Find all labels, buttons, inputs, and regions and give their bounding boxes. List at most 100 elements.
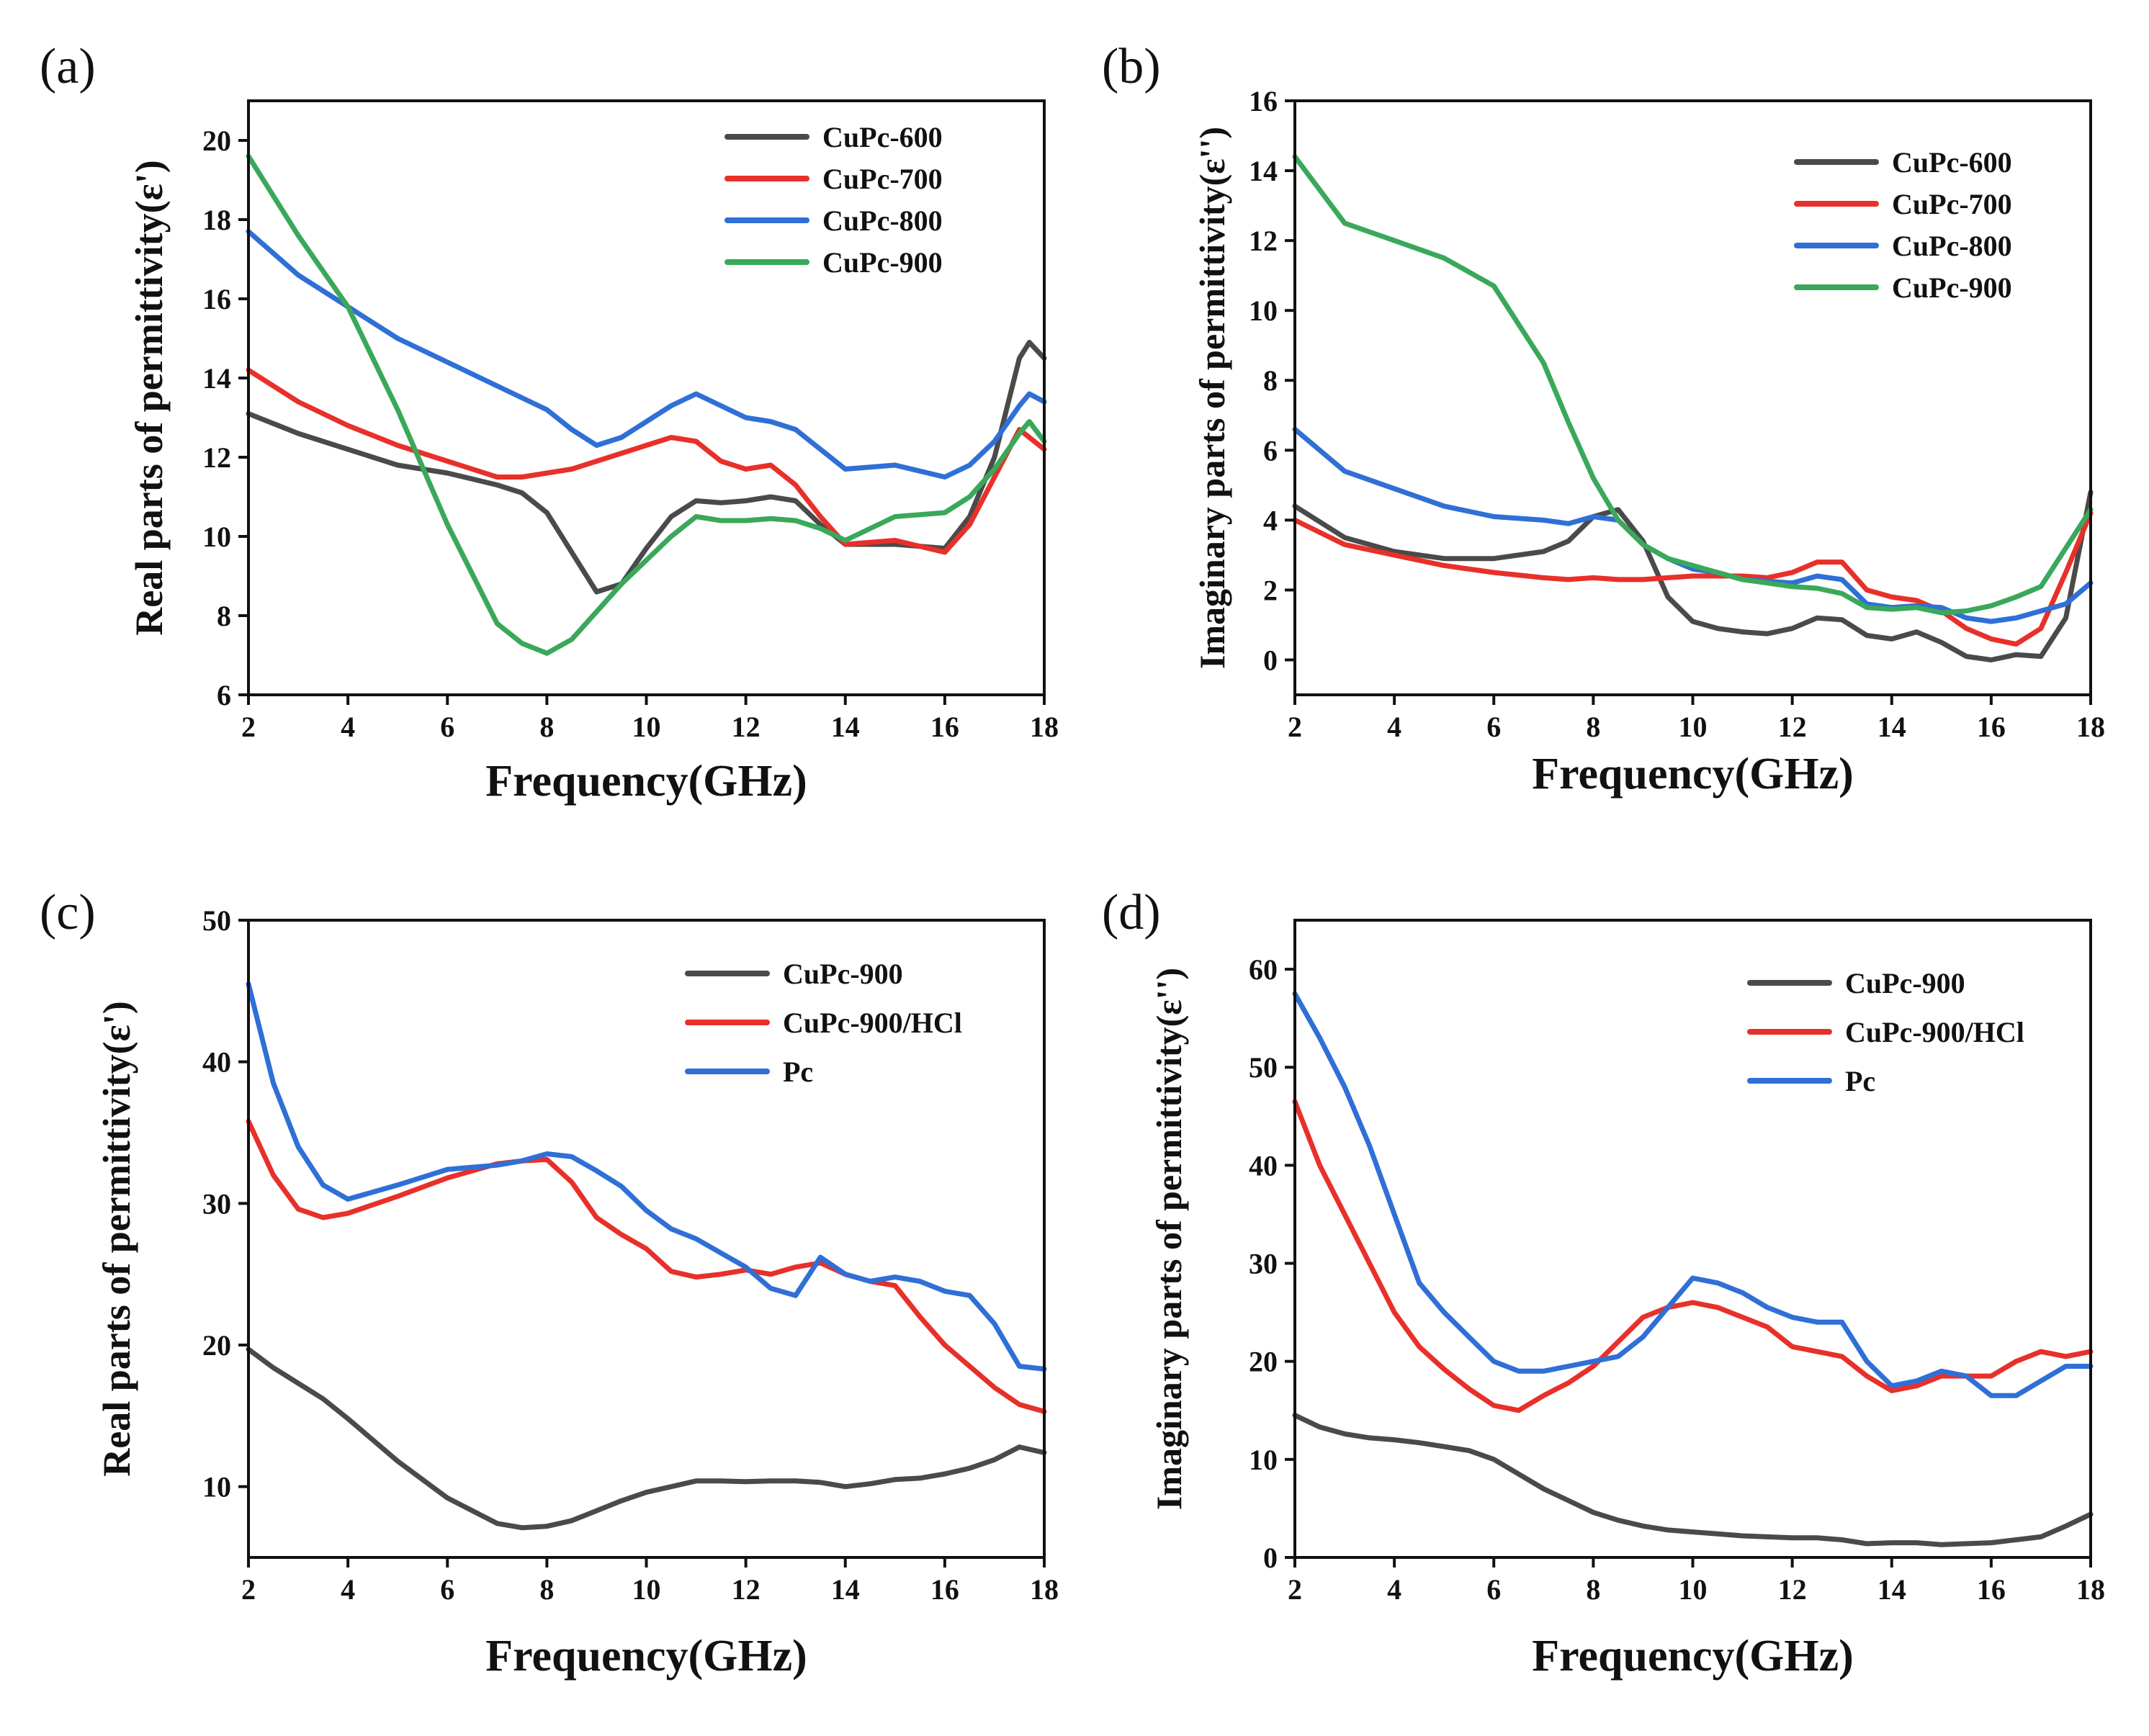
x-tick-label: 16 <box>1977 1573 2006 1606</box>
y-tick-label: 6 <box>1263 434 1278 467</box>
y-tick-label: 10 <box>202 1471 231 1503</box>
x-tick-label: 8 <box>1586 1573 1600 1606</box>
x-axis-title: Frequency(GHz) <box>1532 1632 1854 1681</box>
series-line-cupc-900 <box>1292 154 2094 616</box>
ticks-layer: 2 4 6 8 10 12 14 16 18 10 20 30 40 50 <box>202 904 1059 1606</box>
x-tick-label: 16 <box>1977 711 2006 743</box>
y-tick-label: 10 <box>202 521 231 553</box>
series-line-cupc-900-hcl <box>1292 1099 2094 1413</box>
y-tick-label: 50 <box>1249 1051 1278 1084</box>
series-line-pc <box>246 981 1047 1372</box>
legend-label-cupc-900: CuPc-900 <box>822 246 943 279</box>
legend-label-cupc-800: CuPc-800 <box>1892 230 2012 262</box>
x-tick-label: 14 <box>1877 711 1906 743</box>
y-tick-label: 8 <box>1263 364 1278 397</box>
series-line-cupc-900 <box>246 153 1047 656</box>
y-tick-label: 16 <box>1249 85 1278 117</box>
y-tick-label: 14 <box>1249 155 1278 187</box>
y-tick-label: 10 <box>1249 294 1278 327</box>
x-tick-label: 2 <box>241 1573 256 1606</box>
y-tick-label: 14 <box>202 362 231 395</box>
series-line-cupc-900 <box>246 1346 1047 1531</box>
panel-letter: (c) <box>40 885 96 940</box>
legend: CuPc-900 CuPc-900/HCl Pc <box>685 958 962 1088</box>
x-tick-label: 14 <box>1877 1573 1906 1606</box>
ticks-layer: 2 4 6 8 10 12 14 16 18 0 2 4 6 8 10 12 14 16 <box>1249 85 2105 743</box>
x-tick-label: 10 <box>1679 711 1708 743</box>
x-tick-label: 8 <box>539 711 554 743</box>
series-line-cupc-700 <box>246 367 1047 555</box>
legend: CuPc-600 CuPc-700 CuPc-800 CuPc-900 <box>1794 146 2012 304</box>
x-tick-label: 12 <box>1778 711 1807 743</box>
x-axis-title: Frequency(GHz) <box>1532 750 1854 799</box>
x-tick-label: 18 <box>1030 711 1059 743</box>
y-axis-title: Imaginary parts of permittivity(ε'') <box>1149 968 1189 1510</box>
x-tick-label: 16 <box>930 1573 959 1606</box>
x-tick-label: 4 <box>341 711 355 743</box>
x-tick-label: 6 <box>440 1573 454 1606</box>
y-tick-label: 4 <box>1263 504 1278 536</box>
x-axis-title: Frequency(GHz) <box>485 1632 807 1681</box>
x-tick-label: 6 <box>440 711 454 743</box>
y-tick-label: 6 <box>217 679 231 711</box>
x-tick-label: 6 <box>1486 1573 1501 1606</box>
y-tick-label: 10 <box>1249 1444 1278 1476</box>
panel-b: (b) 2 4 6 8 10 12 14 16 18 0 2 4 6 8 10 12 14 16 Frequenc… <box>1102 39 2105 799</box>
legend-label-cupc-800: CuPc-800 <box>822 204 943 237</box>
y-tick-label: 20 <box>1249 1346 1278 1378</box>
x-tick-label: 12 <box>1778 1573 1807 1606</box>
x-tick-label: 4 <box>1387 711 1401 743</box>
x-tick-label: 18 <box>2076 1573 2105 1606</box>
y-tick-label: 16 <box>202 283 231 315</box>
panel-d: (d) 2 4 6 8 10 12 14 16 18 0 10 20 30 40 50 60 Frequenc… <box>1102 885 2105 1681</box>
y-tick-label: 0 <box>1263 1542 1278 1574</box>
y-tick-label: 50 <box>202 904 231 937</box>
x-tick-label: 8 <box>1586 711 1600 743</box>
x-tick-label: 4 <box>341 1573 355 1606</box>
y-axis-title: Imaginary parts of permittivity(ε'') <box>1192 127 1232 669</box>
y-tick-label: 40 <box>202 1046 231 1079</box>
legend-label-cupc-900: CuPc-900 <box>783 958 903 990</box>
legend: CuPc-600 CuPc-700 CuPc-800 CuPc-900 <box>724 121 943 279</box>
legend-label-cupc-600: CuPc-600 <box>1892 146 2012 179</box>
x-tick-label: 18 <box>2076 711 2105 743</box>
legend-label-cupc-700: CuPc-700 <box>1892 188 2012 220</box>
series-layer <box>246 153 1047 656</box>
legend: CuPc-900 CuPc-900/HCl Pc <box>1747 967 2024 1097</box>
series-line-pc <box>1292 991 2094 1398</box>
y-tick-label: 0 <box>1263 644 1278 676</box>
x-tick-label: 10 <box>632 1573 661 1606</box>
x-tick-label: 2 <box>241 711 256 743</box>
x-tick-label: 12 <box>732 711 761 743</box>
x-axis-title: Frequency(GHz) <box>485 757 807 806</box>
panel-letter: (d) <box>1102 885 1161 940</box>
y-tick-label: 8 <box>217 600 231 632</box>
y-tick-label: 20 <box>202 1329 231 1362</box>
y-tick-label: 18 <box>202 204 231 236</box>
x-tick-label: 14 <box>831 711 860 743</box>
y-tick-label: 20 <box>202 125 231 157</box>
series-line-cupc-800 <box>246 229 1047 480</box>
legend-label-pc: Pc <box>783 1056 813 1088</box>
y-tick-label: 30 <box>202 1187 231 1220</box>
x-tick-label: 4 <box>1387 1573 1401 1606</box>
ticks-layer: 2 4 6 8 10 12 14 16 18 6 8 10 12 14 16 18 20 <box>202 125 1059 743</box>
x-tick-label: 10 <box>632 711 661 743</box>
y-tick-label: 60 <box>1249 953 1278 986</box>
legend-label-cupc-900: CuPc-900 <box>1845 967 1965 999</box>
legend-label-cupc-700: CuPc-700 <box>822 163 943 195</box>
legend-label-cupc-900-hcl: CuPc-900/HCl <box>1845 1016 2024 1048</box>
y-axis-title: Real parts of permittivity(ε') <box>95 1001 138 1476</box>
x-tick-label: 10 <box>1679 1573 1708 1606</box>
x-tick-label: 2 <box>1288 1573 1302 1606</box>
y-axis-title: Real parts of permittivity(ε') <box>127 160 171 635</box>
series-layer <box>1292 991 2094 1547</box>
series-line-cupc-900-hcl <box>246 1118 1047 1414</box>
panel-c: (c) 2 4 6 8 10 12 14 16 18 10 20 30 40 50 Frequency(G… <box>40 885 1059 1681</box>
legend-label-cupc-900-hcl: CuPc-900/HCl <box>783 1007 962 1039</box>
legend-label-pc: Pc <box>1845 1065 1875 1097</box>
y-tick-label: 40 <box>1249 1149 1278 1182</box>
panel-a: (a) 2 4 6 8 10 12 14 16 18 6 8 10 12 14 16 18 20 Frequen… <box>40 39 1059 806</box>
series-layer <box>1292 154 2094 662</box>
